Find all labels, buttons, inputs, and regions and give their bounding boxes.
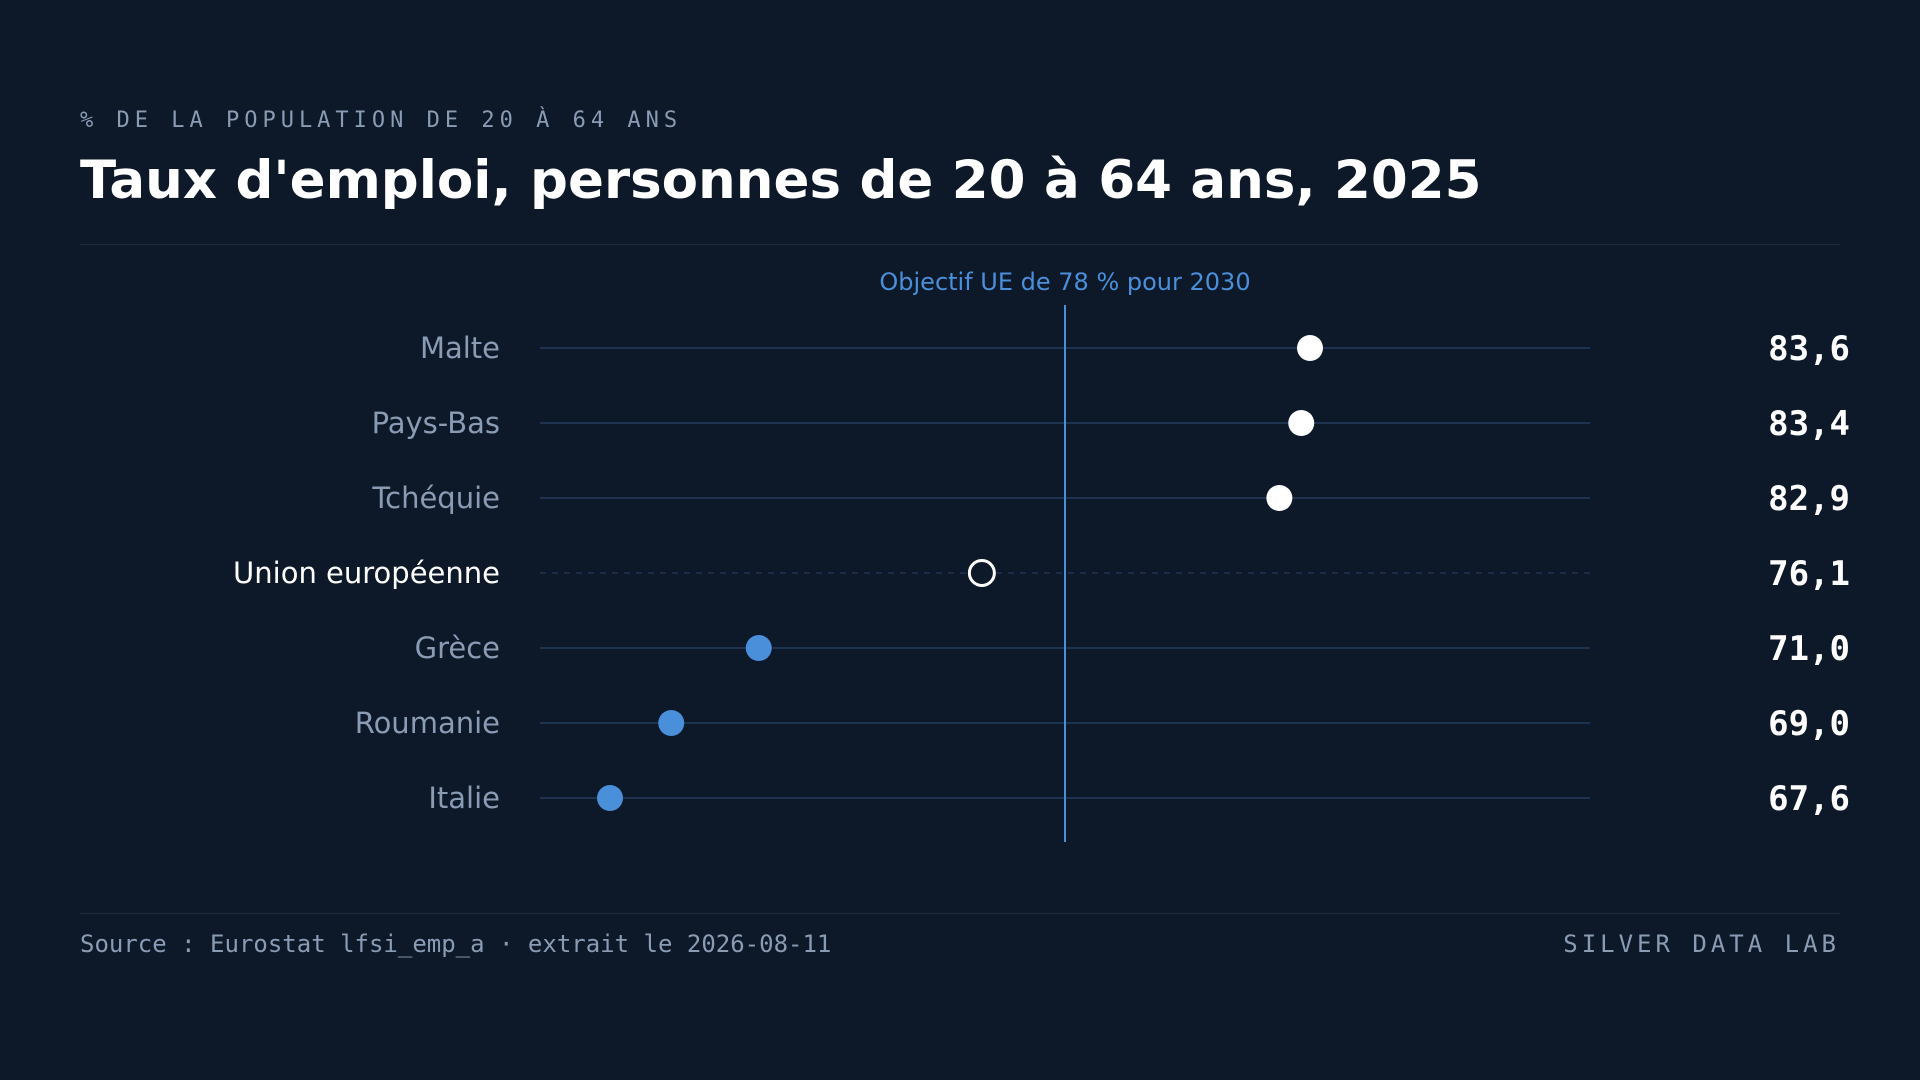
value-label: 76,1 — [1768, 554, 1850, 594]
dot-plot: Objectif UE de 78 % pour 2030 Malte 83,6 Pa… — [233, 268, 1850, 842]
header-divider — [80, 244, 1840, 245]
data-point — [597, 785, 623, 811]
chart-subtitle: % DE LA POPULATION DE 20 À 64 ANS — [80, 108, 683, 133]
data-point — [1288, 410, 1315, 436]
brand-label: SILVER DATA LAB — [1563, 930, 1840, 958]
value-label: 83,4 — [1768, 404, 1850, 444]
category-label: Italie — [428, 781, 500, 815]
value-label: 67,6 — [1768, 779, 1850, 819]
data-point — [1297, 335, 1323, 361]
category-label: Union européenne — [233, 556, 500, 590]
category-label: Malte — [420, 331, 500, 365]
category-label: Grèce — [415, 631, 500, 665]
value-label: 82,9 — [1768, 479, 1850, 519]
data-point — [1266, 485, 1293, 511]
data-point — [658, 710, 685, 736]
value-label: 69,0 — [1768, 704, 1850, 744]
target-reference-label: Objectif UE de 78 % pour 2030 — [879, 268, 1250, 296]
chart-title: Taux d'emploi, personnes de 20 à 64 ans,… — [80, 150, 1482, 211]
source-note: Source : Eurostat lfsi_emp_a · extrait l… — [80, 930, 832, 958]
data-point-highlight — [967, 559, 996, 587]
category-label: Roumanie — [355, 706, 500, 740]
footer-divider — [80, 913, 1840, 914]
data-point — [745, 635, 772, 661]
category-label: Pays-Bas — [372, 406, 500, 440]
category-label: Tchéquie — [371, 481, 500, 515]
value-label: 83,6 — [1768, 329, 1850, 369]
value-label: 71,0 — [1768, 629, 1850, 669]
